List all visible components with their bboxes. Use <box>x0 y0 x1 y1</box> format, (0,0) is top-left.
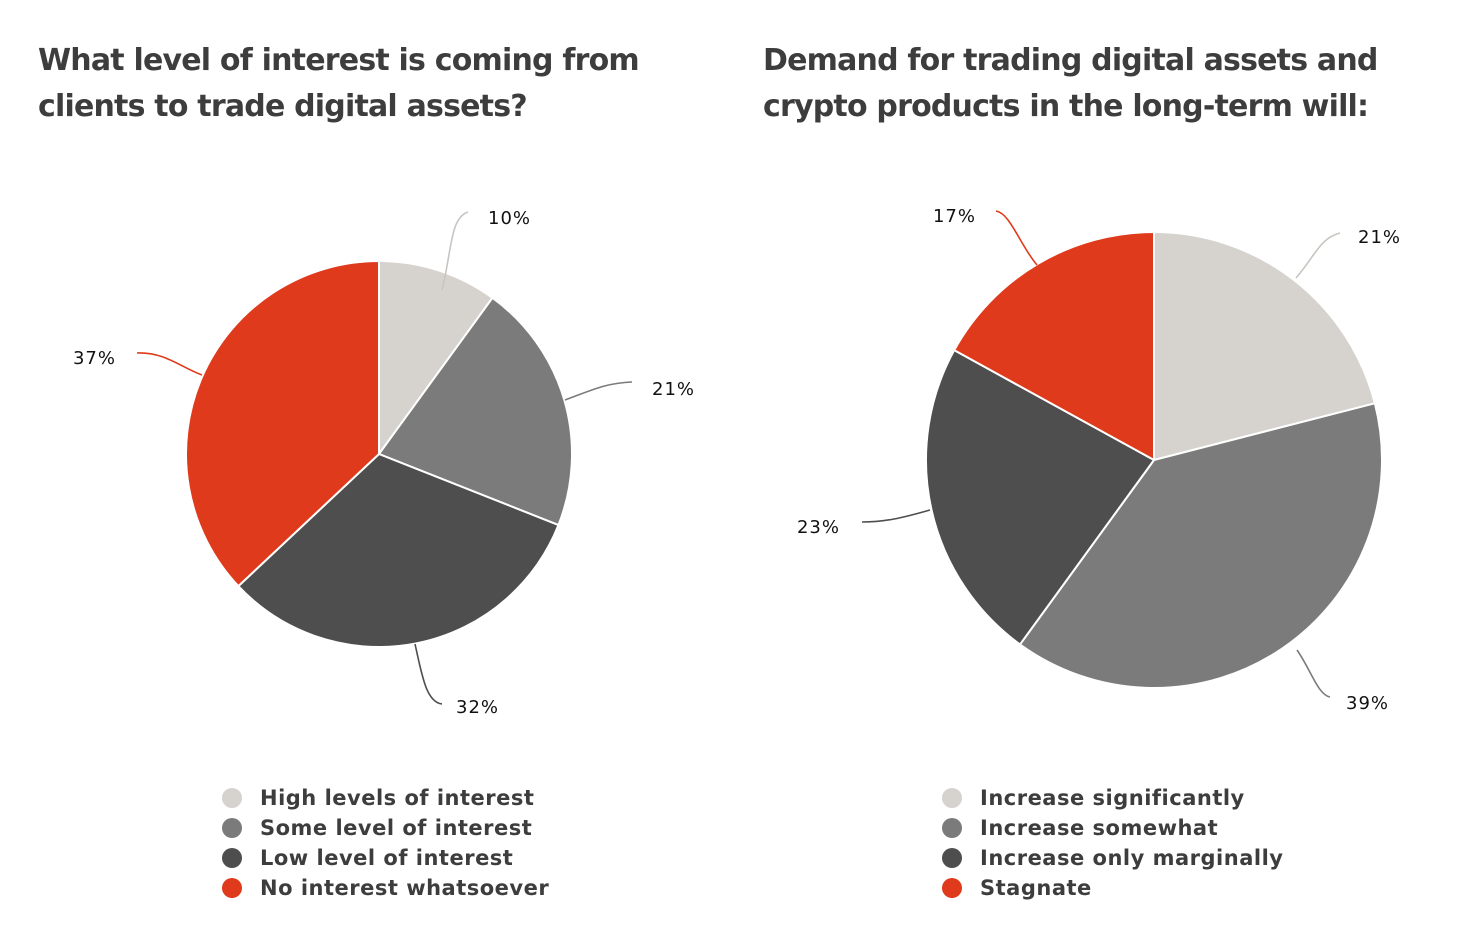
legend-item: High levels of interest <box>222 783 549 813</box>
legend-label: Increase only marginally <box>980 846 1284 870</box>
legend-swatch <box>942 818 962 838</box>
chart-title-client-interest: What level of interest is coming from cl… <box>38 43 640 124</box>
legend-item: Some level of interest <box>222 813 549 843</box>
legend-swatch <box>942 848 962 868</box>
callout-line <box>1295 232 1341 279</box>
pie-slice <box>185 260 380 588</box>
pie-slice <box>1153 231 1376 461</box>
pie-slice <box>378 260 494 455</box>
data-label: 39% <box>1346 693 1389 714</box>
callout-line <box>441 211 469 291</box>
data-label: 10% <box>488 208 531 229</box>
legend-swatch <box>222 788 242 808</box>
legend-item: Increase significantly <box>942 783 1283 813</box>
legend-item: Increase somewhat <box>942 813 1283 843</box>
legend-item: No interest whatsoever <box>222 873 549 903</box>
pie-slice <box>378 296 573 527</box>
legend-swatch <box>942 878 962 898</box>
legend-item: Stagnate <box>942 873 1283 903</box>
data-label: 23% <box>797 517 840 538</box>
legend-item: Low level of interest <box>222 843 549 873</box>
pie-chart-1: 10% 21% 32% 37% <box>73 208 695 718</box>
callout-line <box>995 210 1038 266</box>
legend-label: Stagnate <box>980 876 1092 900</box>
data-label: 21% <box>652 379 695 400</box>
data-label: 37% <box>73 348 116 369</box>
legend-swatch <box>222 848 242 868</box>
legend-label: Increase somewhat <box>980 816 1219 840</box>
data-label: 17% <box>933 206 976 227</box>
pie-chart-2: 21% 39% 23% 17% <box>797 206 1401 714</box>
data-label: 21% <box>1358 227 1401 248</box>
legend-swatch <box>942 788 962 808</box>
pie-slice <box>925 349 1155 646</box>
chart-title-long-term-demand: Demand for trading digital assets and cr… <box>763 43 1378 124</box>
legend-label: Increase significantly <box>980 786 1245 810</box>
legend-label: Low level of interest <box>260 846 514 870</box>
data-label: 32% <box>456 697 499 718</box>
legend-swatch <box>222 878 242 898</box>
pie-slice <box>237 453 560 648</box>
callout-line <box>861 509 931 523</box>
legend-label: High levels of interest <box>260 786 535 810</box>
callout-line <box>564 381 633 401</box>
callout-line <box>414 643 443 705</box>
legend-client-interest: High levels of interest Some level of in… <box>222 783 549 903</box>
legend-item: Increase only marginally <box>942 843 1283 873</box>
callout-line <box>1296 649 1331 698</box>
pie-slice <box>953 231 1155 461</box>
legend-long-term-demand: Increase significantly Increase somewhat… <box>942 783 1283 903</box>
legend-swatch <box>222 818 242 838</box>
callout-line <box>136 352 203 376</box>
legend-label: No interest whatsoever <box>260 876 550 900</box>
legend-label: Some level of interest <box>260 816 533 840</box>
pie-slice <box>1018 402 1383 689</box>
